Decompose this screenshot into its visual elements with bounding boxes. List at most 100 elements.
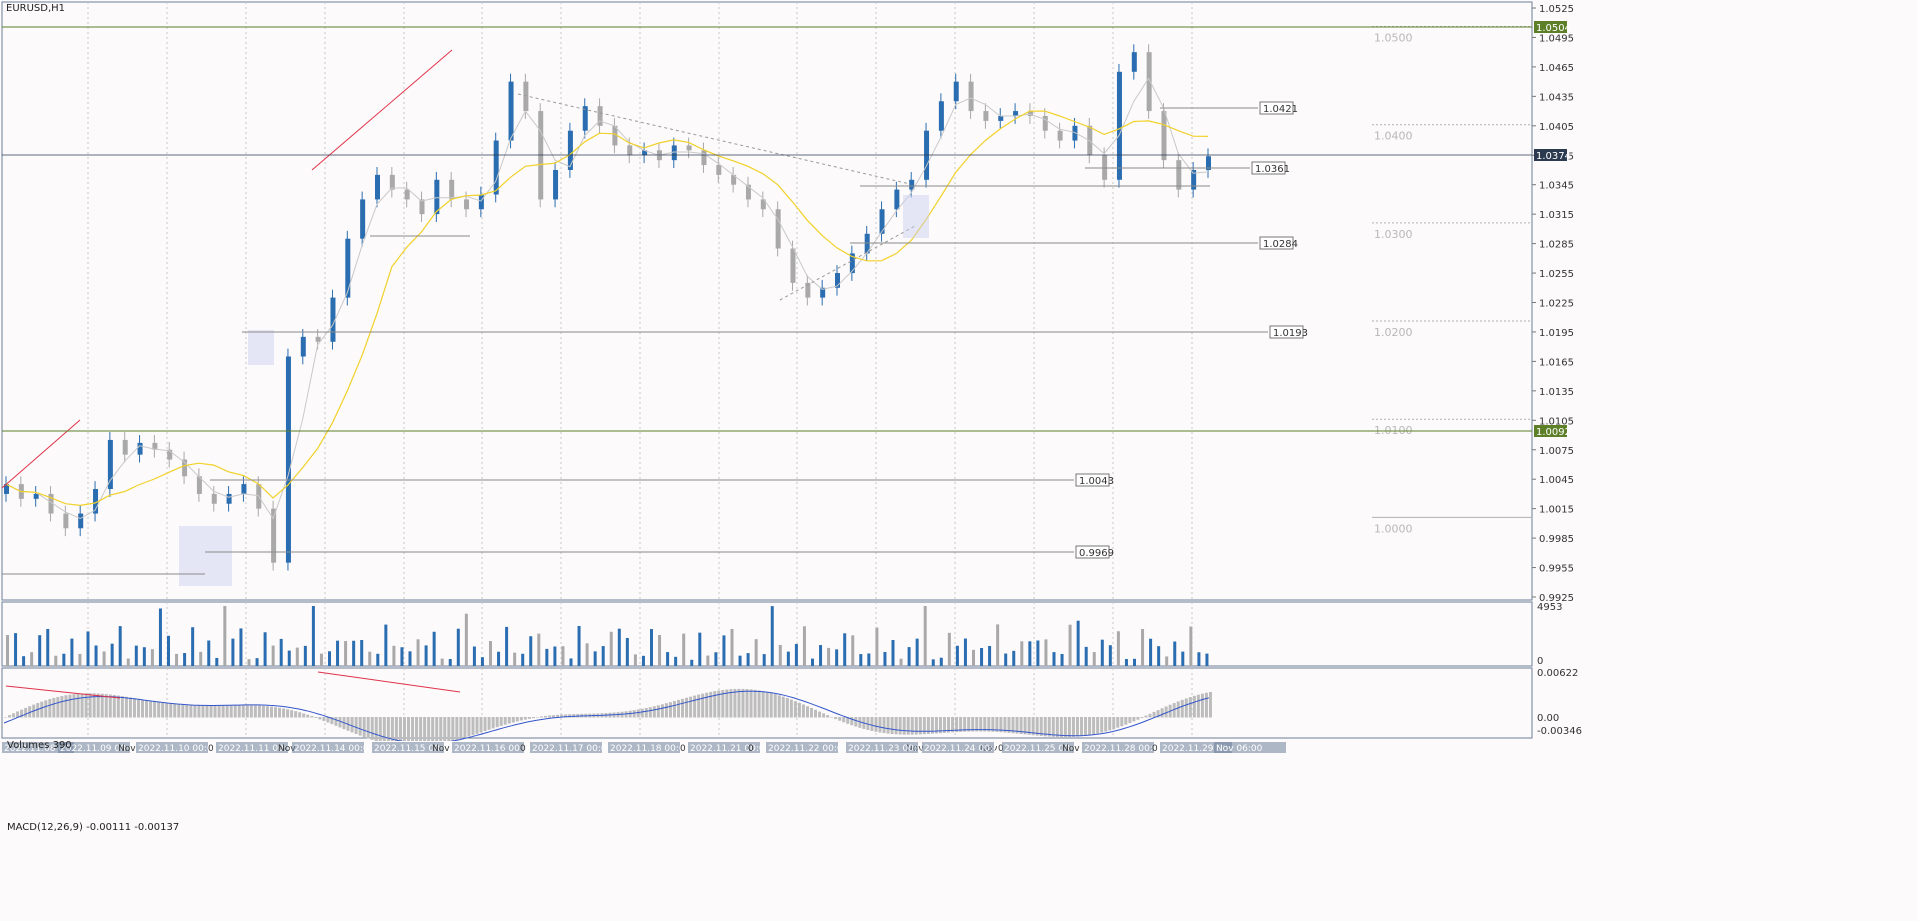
volume-bar — [231, 638, 235, 666]
volume-bar — [94, 645, 98, 666]
macd-histogram-bar — [1011, 717, 1015, 734]
macd-histogram-bar — [1120, 717, 1124, 727]
macd-histogram-bar — [777, 695, 781, 718]
macd-histogram-bar — [1176, 701, 1180, 718]
macd-histogram-bar — [358, 717, 362, 736]
macd-histogram-bar — [290, 710, 294, 718]
macd-histogram-bar — [245, 705, 249, 718]
time-axis-label: 2022.11.29 00:00 — [1162, 744, 1243, 754]
macd-histogram-bar — [822, 713, 826, 718]
time-axis-label: 2022.11.25 00:00 — [1004, 744, 1085, 754]
volume-bar — [537, 633, 541, 666]
time-axis-label: 0 — [1152, 744, 1158, 754]
volume-bar — [1116, 631, 1120, 666]
macd-histogram-bar — [491, 717, 495, 729]
volume-bar — [972, 649, 975, 666]
macd-histogram-bar — [902, 717, 906, 735]
volume-bar — [408, 651, 412, 666]
macd-histogram-bar — [664, 703, 668, 718]
candle-body — [1191, 169, 1197, 190]
price-axis-label: 1.0045 — [1539, 475, 1574, 486]
trend-line — [1, 419, 81, 489]
macd-histogram-bar — [1031, 717, 1035, 736]
time-axis-label: Nov — [432, 744, 450, 754]
macd-histogram-bar — [483, 717, 487, 732]
level-label: 1.0361 — [1255, 164, 1290, 175]
macd-histogram-bar — [390, 717, 394, 746]
volume-bar — [633, 654, 637, 666]
macd-histogram-bar — [951, 717, 955, 733]
macd-histogram-bar — [415, 717, 419, 748]
candle-body — [167, 449, 173, 460]
macd-histogram-bar — [987, 717, 991, 732]
volume-bar — [1060, 653, 1064, 666]
round-level-label: 1.0300 — [1374, 228, 1413, 241]
symbol-title: EURUSD,H1 — [6, 3, 66, 14]
macd-histogram-bar — [838, 717, 842, 721]
macd-histogram-bar — [60, 696, 64, 718]
macd-histogram-bar — [624, 711, 628, 718]
macd-histogram-bar — [394, 717, 398, 746]
highlight-zone — [248, 330, 274, 365]
macd-histogram-bar — [181, 704, 185, 718]
ma-slow-line — [5, 110, 1209, 507]
macd-histogram-bar — [652, 706, 656, 718]
macd-histogram-bar — [668, 702, 672, 718]
volume-bar — [319, 653, 323, 666]
volume-axis-label: 0 — [1537, 656, 1543, 667]
candle-body — [419, 199, 425, 215]
candle-body — [1013, 111, 1019, 116]
macd-histogram-bar — [660, 704, 664, 718]
macd-histogram-bar — [1080, 717, 1084, 737]
macd-histogram-bar — [656, 705, 660, 718]
candle-body — [493, 140, 499, 195]
candle-body — [716, 165, 722, 175]
macd-histogram-bar — [729, 689, 733, 718]
time-axis-label: 2022.11.15 00:00 — [374, 744, 455, 754]
volume-bar — [851, 635, 855, 666]
macd-histogram-bar — [1104, 717, 1108, 732]
macd-histogram-bar — [423, 717, 427, 747]
macd-histogram-bar — [269, 706, 273, 718]
candle-body — [137, 442, 143, 455]
macd-histogram-bar — [753, 689, 757, 718]
volume-bar — [1044, 639, 1048, 666]
macd-histogram-bar — [439, 717, 443, 745]
macd-histogram-bar — [28, 706, 32, 718]
macd-histogram-bar — [745, 689, 749, 718]
macd-histogram-bar — [116, 695, 120, 718]
macd-histogram-bar — [886, 717, 890, 734]
macd-histogram-bar — [721, 689, 725, 718]
time-axis-label: 2022.11.22 00:00 — [768, 744, 849, 754]
time-axis-label: 2022.11.23 00:00 — [848, 744, 929, 754]
macd-histogram-bar — [1063, 717, 1067, 738]
macd-histogram-bar — [878, 717, 882, 733]
macd-histogram-bar — [499, 717, 503, 726]
macd-histogram-bar — [282, 708, 286, 718]
volume-bar — [207, 640, 211, 666]
volume-bar — [988, 645, 992, 666]
macd-histogram-bar — [797, 702, 801, 718]
macd-histogram-bar — [56, 696, 60, 718]
macd-histogram-bar — [495, 717, 499, 728]
price-axis-label: 1.0015 — [1539, 505, 1574, 516]
macd-histogram-bar — [112, 695, 116, 718]
macd-histogram-bar — [362, 717, 366, 738]
candle-body — [330, 297, 336, 342]
macd-histogram-bar — [898, 717, 902, 735]
volume-bar — [118, 626, 122, 666]
price-axis-label: 1.0135 — [1539, 387, 1574, 398]
macd-histogram-bar — [100, 693, 104, 718]
volume-bar — [30, 652, 34, 666]
candle-body — [597, 106, 603, 126]
macd-histogram-bar — [814, 709, 818, 718]
time-label-box — [1002, 742, 1074, 753]
candle-body — [107, 439, 113, 490]
volume-bar — [1133, 658, 1136, 666]
macd-histogram-bar — [1075, 717, 1079, 737]
time-axis-label: 2022.11.24 00:00 — [924, 744, 1005, 754]
macd-histogram-bar — [560, 714, 564, 718]
volume-bar — [1165, 656, 1169, 666]
